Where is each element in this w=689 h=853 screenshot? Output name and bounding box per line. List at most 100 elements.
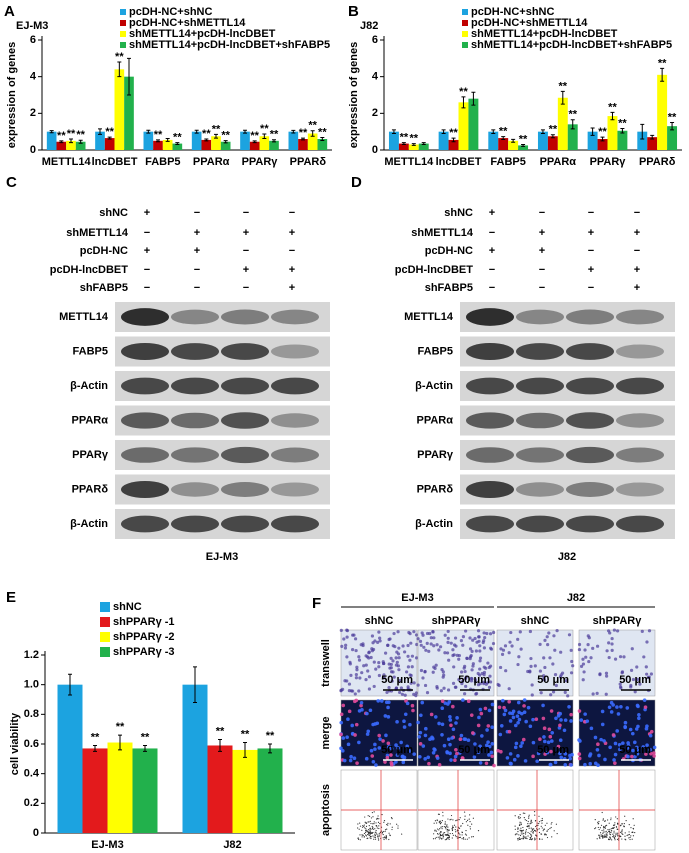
cell-dot <box>559 755 564 760</box>
band-label: β-Actin <box>70 380 108 392</box>
cell-dot <box>612 836 614 838</box>
cell-dot <box>621 833 623 835</box>
cell-dot <box>478 649 482 653</box>
cell-dot <box>649 672 653 676</box>
cell-dot <box>538 815 540 817</box>
cell-dot <box>339 732 343 737</box>
condition-mark: + <box>289 227 295 239</box>
cell-dot <box>422 645 426 649</box>
bar <box>114 69 125 150</box>
blot-band <box>466 308 514 326</box>
cell-dot <box>396 823 398 825</box>
cell-dot <box>358 828 360 830</box>
cell-dot <box>478 659 482 663</box>
cell-dot <box>484 682 488 686</box>
significance-mark: ** <box>76 129 85 141</box>
cell-dot <box>397 825 399 827</box>
cell-dot <box>505 756 510 760</box>
cell-dot <box>367 815 369 817</box>
blot-band <box>271 515 319 533</box>
cell-dot <box>616 818 618 820</box>
bar <box>162 139 173 150</box>
significance-mark: ** <box>459 86 468 98</box>
cell-dot <box>537 828 539 831</box>
cell-dot <box>526 669 530 674</box>
y-tick-label: 6 <box>30 34 36 46</box>
cell-dot <box>644 752 648 756</box>
bar <box>182 684 208 833</box>
significance-mark: ** <box>260 123 269 135</box>
cell-dot <box>597 826 599 829</box>
cell-dot <box>469 654 473 658</box>
cell-dot <box>517 838 519 840</box>
cell-dot <box>456 819 458 821</box>
cell-dot <box>543 665 547 670</box>
cell-dot <box>486 740 490 744</box>
significance-mark: ** <box>116 721 125 733</box>
cell-dot <box>446 833 448 836</box>
column-label: shPPARγ <box>432 615 482 627</box>
column-label: shPPARγ <box>593 615 643 627</box>
cell-dot <box>621 838 623 840</box>
bar <box>557 97 568 150</box>
cell-dot <box>414 691 419 695</box>
cell-dot <box>391 644 395 648</box>
cell-dot <box>601 836 604 838</box>
cell-dot <box>440 837 442 839</box>
bar <box>269 140 279 150</box>
x-tick-label: PPARα <box>193 156 230 168</box>
cell-dot <box>570 659 574 664</box>
cell-dot <box>429 642 433 646</box>
cell-dot <box>538 838 541 840</box>
cell-dot <box>408 722 412 727</box>
cell-dot <box>544 824 546 826</box>
cell-dot <box>432 838 435 840</box>
cell-dot <box>528 816 530 818</box>
significance-mark: ** <box>559 80 568 92</box>
cell-dot <box>600 722 605 727</box>
error-bar <box>118 734 122 751</box>
cell-dot <box>540 825 542 827</box>
cell-dot <box>406 654 410 658</box>
cell-dot <box>588 754 592 758</box>
cell-dot <box>513 723 518 728</box>
cell-dot <box>472 836 474 838</box>
cell-dot <box>471 823 473 825</box>
condition-label: shNC <box>444 207 473 219</box>
cell-dot <box>424 726 428 731</box>
error-bar <box>146 129 151 134</box>
cell-dot <box>527 831 529 834</box>
cell-dot <box>398 690 402 695</box>
cell-dot <box>452 834 455 836</box>
cell-dot <box>438 829 440 831</box>
condition-mark: − <box>194 264 200 276</box>
cell-dot <box>397 668 401 672</box>
significance-mark: ** <box>270 129 279 141</box>
cell-dot <box>457 677 461 682</box>
cell-dot <box>410 665 414 669</box>
cell-dot <box>507 699 511 704</box>
cell-dot <box>635 745 639 750</box>
cell-dot <box>600 824 603 826</box>
cell-dot <box>608 838 611 841</box>
error-bar <box>391 129 396 134</box>
cell-dot <box>370 828 372 830</box>
cell-dot <box>371 722 375 727</box>
cell-dot <box>377 665 381 669</box>
cell-dot <box>528 827 530 829</box>
cell-dot <box>602 819 604 821</box>
condition-mark: + <box>539 227 545 239</box>
cell-dot <box>394 656 398 660</box>
cell-dot <box>420 700 425 705</box>
cell-dot <box>518 816 520 818</box>
cell-dot <box>464 833 467 835</box>
cell-dot <box>508 640 512 644</box>
blot-band <box>516 309 564 325</box>
cell-dot <box>471 836 473 838</box>
cell-dot <box>366 729 371 734</box>
cell-dot <box>366 669 370 673</box>
cell-dot <box>610 636 614 641</box>
cell-dot <box>625 706 630 710</box>
blot-band <box>221 482 269 497</box>
